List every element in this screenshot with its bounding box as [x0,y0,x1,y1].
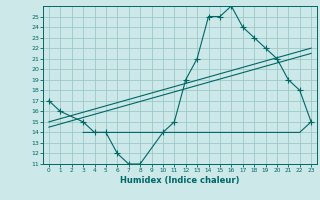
X-axis label: Humidex (Indice chaleur): Humidex (Indice chaleur) [120,176,240,185]
